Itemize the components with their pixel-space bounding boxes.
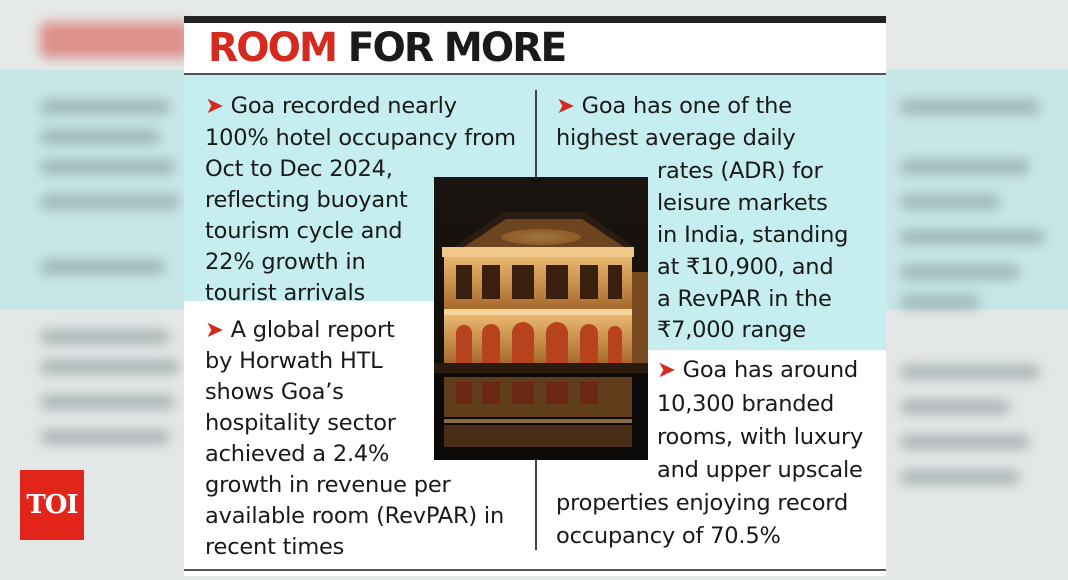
bullet-1-line-6: 22% growth in: [205, 249, 366, 275]
background-blurred-line: [40, 360, 180, 374]
infographic-card: ROOM FOR MORE: [184, 16, 886, 576]
background-blurred-line: [900, 470, 1020, 484]
bullet-3-line-1: ➤ Goa has one of the: [556, 93, 792, 119]
background-blurred-line: [40, 195, 180, 209]
background-blurred-line: [40, 130, 160, 144]
arrowhead-icon: ➤: [205, 93, 224, 119]
bullet-1-line-7: tourist arrivals: [205, 280, 366, 306]
headline-rule: [184, 73, 886, 75]
background-blurred-line: [900, 230, 1045, 244]
bullet-4-line-3: rooms, with luxury: [657, 424, 864, 450]
bullet-3-line-2: highest average daily: [556, 125, 796, 151]
bullet-1-line-5: tourism cycle and: [205, 218, 403, 244]
bullet-4-line-4: and upper upscale: [657, 457, 863, 483]
headline-part-red: ROOM: [208, 25, 338, 71]
bullet-3-line-8: ₹7,000 range: [657, 317, 806, 343]
background-blurred-line: [900, 100, 1040, 114]
arrowhead-icon: ➤: [556, 93, 575, 119]
background-blurred-line: [40, 260, 165, 274]
bullet-1-line-2: 100% hotel occupancy from: [205, 125, 516, 151]
background-blurred-line: [900, 365, 1040, 379]
bullet-2-line-1: ➤ A global report: [205, 317, 395, 343]
background-blurred-line: [900, 195, 1000, 209]
background-blurred-line: [900, 160, 1030, 174]
bullet-3-line-7: a RevPAR in the: [657, 286, 832, 312]
bullet-2-line-6: growth in revenue per: [205, 472, 451, 498]
background-blurred-line: [900, 400, 1010, 414]
headline: ROOM FOR MORE: [208, 25, 568, 71]
background-blurred-line: [900, 435, 1030, 449]
bullet-3-line-5: in India, standing: [657, 222, 849, 248]
bullet-3-line-3: rates (ADR) for: [657, 158, 823, 184]
background-blurred-line: [40, 160, 175, 174]
background-blurred-line: [40, 395, 175, 409]
bullet-2-line-5: achieved a 2.4%: [205, 441, 390, 467]
bottom-rule: [184, 569, 886, 571]
bullet-1-line-3: Oct to Dec 2024,: [205, 156, 393, 182]
background-blurred-line: [40, 100, 170, 114]
top-bar: [184, 16, 886, 23]
bullet-2-line-4: hospitality sector: [205, 410, 396, 436]
headline-part-black: FOR MORE: [347, 25, 568, 71]
bullet-3-line-4: leisure markets: [657, 190, 828, 216]
background-blurred-line: [900, 265, 1020, 279]
bullet-2-line-7: available room (RevPAR) in: [205, 503, 505, 529]
bullet-2-line-3: shows Goa’s: [205, 379, 344, 405]
bullet-2-line-8: recent times: [205, 534, 345, 560]
bullet-4-line-5: properties enjoying record: [556, 490, 849, 516]
toi-logo-text: TOI: [26, 490, 78, 520]
bullet-2-line-2: by Horwath HTL: [205, 348, 383, 374]
bullet-3-line-6: at ₹10,900, and: [657, 254, 834, 280]
background-blurred-line: [40, 330, 170, 344]
arrowhead-icon: ➤: [657, 357, 676, 383]
arrowhead-icon: ➤: [205, 317, 224, 343]
bullet-1-line-4: reflecting buoyant: [205, 187, 408, 213]
hotel-photo: [434, 177, 648, 460]
bullet-4-line-6: occupancy of 70.5%: [556, 523, 781, 549]
bullet-1-line-1: ➤ Goa recorded nearly: [205, 93, 457, 119]
background-blurred-line: [900, 295, 980, 309]
background-blurred-title: [40, 22, 190, 58]
bullet-4-line-1: ➤ Goa has around: [657, 357, 858, 383]
toi-logo: TOI: [20, 470, 84, 540]
bullet-4-line-2: 10,300 branded: [657, 391, 835, 417]
background-blurred-line: [40, 430, 170, 444]
